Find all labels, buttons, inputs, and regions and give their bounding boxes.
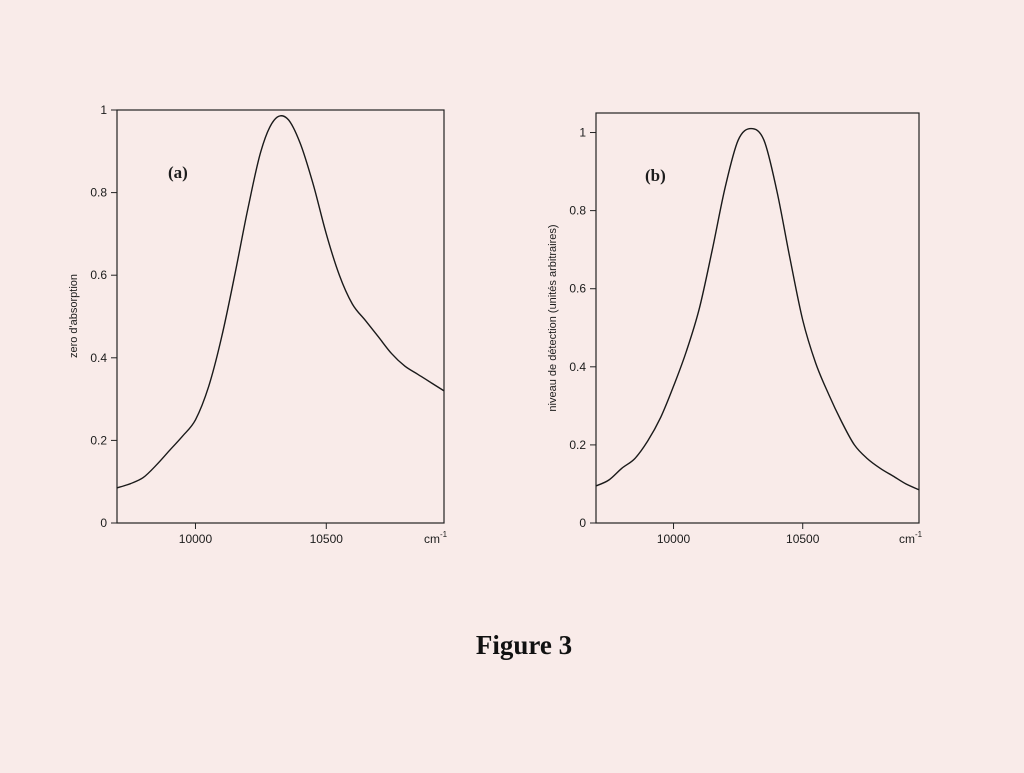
series-line-b bbox=[595, 127, 920, 491]
y-tick-label-a: 0.2 bbox=[90, 433, 107, 447]
y-axis-title-a: zero d'absorption bbox=[68, 274, 80, 358]
y-tick-label-a: 0 bbox=[100, 516, 107, 530]
panel-a: 0 0.2 0.4 0.6 0.8 1 10000 10500 cm-1 zero d'absor… bbox=[68, 103, 448, 546]
y-tick-label-b: 0.2 bbox=[569, 438, 586, 452]
y-tick-label-a: 0.8 bbox=[90, 186, 107, 200]
x-unit-label-b: cm-1 bbox=[899, 530, 923, 546]
series-line-a bbox=[116, 115, 445, 489]
x-tick-label-b: 10500 bbox=[786, 532, 820, 546]
panel-tag-a: (a) bbox=[168, 163, 188, 182]
y-tick-label-b: 0.6 bbox=[569, 282, 586, 296]
x-tick-label-a: 10500 bbox=[310, 532, 344, 546]
y-tick-label-a: 0.4 bbox=[90, 351, 107, 365]
y-tick-label-b: 1 bbox=[579, 126, 586, 140]
plot-frame-a bbox=[116, 109, 445, 524]
y-tick-label-a: 0.6 bbox=[90, 268, 107, 282]
panel-b: 0 0.2 0.4 0.6 0.8 1 10000 10500 cm-1 niveau de dé… bbox=[547, 112, 923, 546]
x-tick-label-a: 10000 bbox=[179, 532, 213, 546]
x-tick-label-b: 10000 bbox=[657, 532, 691, 546]
y-axis-title-b: niveau de détection (unités arbitraires) bbox=[547, 224, 559, 411]
plot-frame-b bbox=[595, 112, 920, 524]
x-unit-label-a: cm-1 bbox=[424, 530, 448, 546]
y-tick-label-b: 0 bbox=[579, 516, 586, 530]
figure-caption: Figure 3 bbox=[475, 630, 573, 660]
y-tick-label-b: 0.4 bbox=[569, 360, 586, 374]
y-tick-label-a: 1 bbox=[100, 103, 107, 117]
y-tick-label-b: 0.8 bbox=[569, 204, 586, 218]
panel-tag-b: (b) bbox=[645, 166, 666, 185]
